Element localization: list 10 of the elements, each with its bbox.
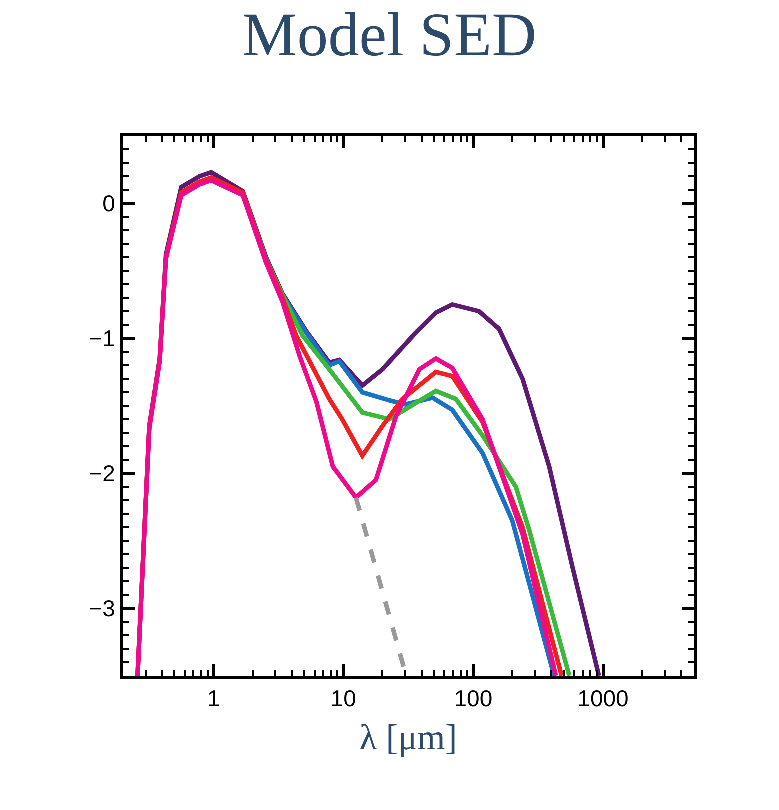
- chart-title: Model SED: [242, 2, 537, 70]
- y-tick-label: 0: [102, 190, 116, 217]
- x-axis-title: λ [μm]: [360, 717, 458, 758]
- x-tick-label: 1: [207, 686, 220, 712]
- y-tick-label: −3: [89, 596, 116, 622]
- y-tick-label: −1: [89, 326, 116, 352]
- x-tick-label: 10: [330, 686, 356, 712]
- x-tick-label: 100: [454, 686, 493, 712]
- x-tick-label: 1000: [578, 686, 629, 712]
- y-tick-label: −2: [89, 460, 116, 487]
